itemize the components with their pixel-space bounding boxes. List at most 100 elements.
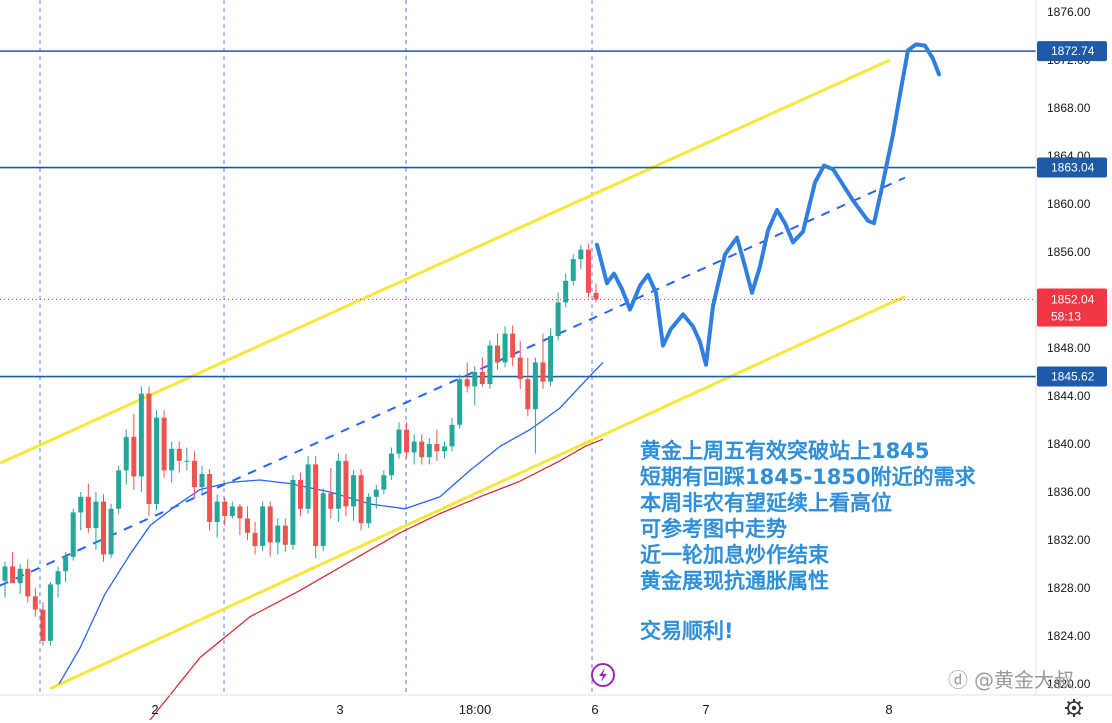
x-tick-label: 2 [151, 702, 158, 717]
y-tick-label: 1836.00 [1047, 485, 1091, 499]
candle-body [282, 525, 288, 545]
candle-body [154, 417, 160, 504]
candle-body [267, 506, 273, 543]
trend-line [0, 176, 906, 587]
candle-body [161, 417, 167, 471]
candle-body [487, 345, 493, 384]
watermark-text: @黄金大叔 [974, 668, 1074, 692]
candle [10, 552, 16, 584]
y-tick-label: 1844.00 [1047, 389, 1091, 403]
session-dividers [39, 0, 593, 695]
forecast-line [595, 42, 941, 367]
candle [510, 325, 516, 366]
candle [199, 465, 205, 495]
x-tick-label: 6 [591, 702, 598, 717]
candle-body [419, 441, 425, 458]
candle [343, 453, 349, 516]
candle [373, 484, 379, 509]
candle [229, 501, 235, 519]
candle-body [252, 532, 258, 546]
level-tag-label: 1845.62 [1051, 370, 1095, 384]
candle-body [502, 333, 508, 363]
candle-body [275, 525, 281, 543]
candle [154, 410, 160, 510]
candle-body [146, 393, 152, 504]
candle [419, 434, 425, 465]
candle [404, 422, 410, 459]
price-scale[interactable]: 1876.001872.001868.001864.001860.001856.… [1035, 0, 1107, 695]
candle-body [351, 475, 357, 507]
y-tick-label: 1820.00 [1047, 677, 1091, 691]
candle [214, 494, 220, 538]
candle [47, 582, 53, 646]
level-price-tag: 1872.74 [1037, 41, 1107, 62]
candle-body [366, 496, 372, 524]
candle-body [495, 345, 500, 363]
x-tick-label: 3 [336, 702, 343, 717]
candle [366, 493, 372, 528]
candle [55, 566, 61, 598]
candle [169, 441, 175, 483]
annotation-line: 黄金上周五有效突破站上1845 [640, 439, 929, 463]
level-tag-bg [1037, 157, 1107, 178]
candle [411, 434, 417, 465]
candle [396, 422, 402, 459]
candle-body [426, 444, 432, 458]
level-tag-bg [1037, 366, 1107, 387]
candle [25, 559, 31, 603]
x-tick-label: 18:00 [459, 702, 492, 717]
candle-body [532, 362, 538, 410]
candle [191, 451, 197, 498]
level-tag-label: 1872.74 [1051, 44, 1095, 58]
candle [358, 469, 364, 531]
time-scale[interactable]: 2 3 18:00 6 7 8 [0, 694, 1112, 717]
y-tick-label: 1824.00 [1047, 629, 1091, 643]
candle [131, 414, 137, 490]
candle [479, 357, 485, 387]
candle-body [123, 436, 129, 471]
candle [267, 501, 273, 557]
candle [237, 504, 243, 536]
candle [320, 488, 326, 551]
candle-body [101, 501, 106, 555]
candle-body [78, 496, 84, 513]
candle [388, 447, 394, 480]
candle-body [25, 568, 31, 597]
candle-body [404, 429, 410, 453]
candle-body [548, 336, 554, 382]
candle [123, 429, 129, 485]
candle-body [396, 429, 402, 454]
candle-body [138, 393, 144, 477]
candle-body [116, 470, 122, 509]
lightning-icon[interactable] [591, 663, 615, 687]
candle-body [55, 571, 61, 585]
candle-body [570, 259, 576, 281]
candle-body [176, 448, 182, 461]
candle-body [214, 501, 220, 522]
candle [532, 357, 538, 454]
y-tick-label: 1840.00 [1047, 437, 1091, 451]
candle [495, 333, 500, 370]
annotation-line: 近一轮加息炒作结束 [640, 543, 830, 567]
annotation-line: 可参考图中走势 [640, 517, 787, 541]
candle [434, 429, 440, 461]
candle [464, 362, 470, 393]
candle [313, 456, 319, 558]
forecast-path [595, 42, 941, 367]
candles [2, 243, 599, 646]
candle-body [449, 424, 455, 447]
candle [40, 602, 46, 646]
level-price-tag: 1863.04 [1037, 157, 1107, 178]
candle-body [169, 448, 175, 471]
candle [260, 501, 266, 551]
candle [525, 357, 531, 417]
gear-icon[interactable] [1065, 699, 1083, 717]
y-tick-label: 1828.00 [1047, 581, 1091, 595]
candle [548, 328, 554, 387]
candle [351, 470, 357, 521]
candle [487, 340, 493, 389]
candle [335, 453, 341, 522]
candle [570, 254, 576, 286]
moving-average-line [149, 438, 604, 721]
